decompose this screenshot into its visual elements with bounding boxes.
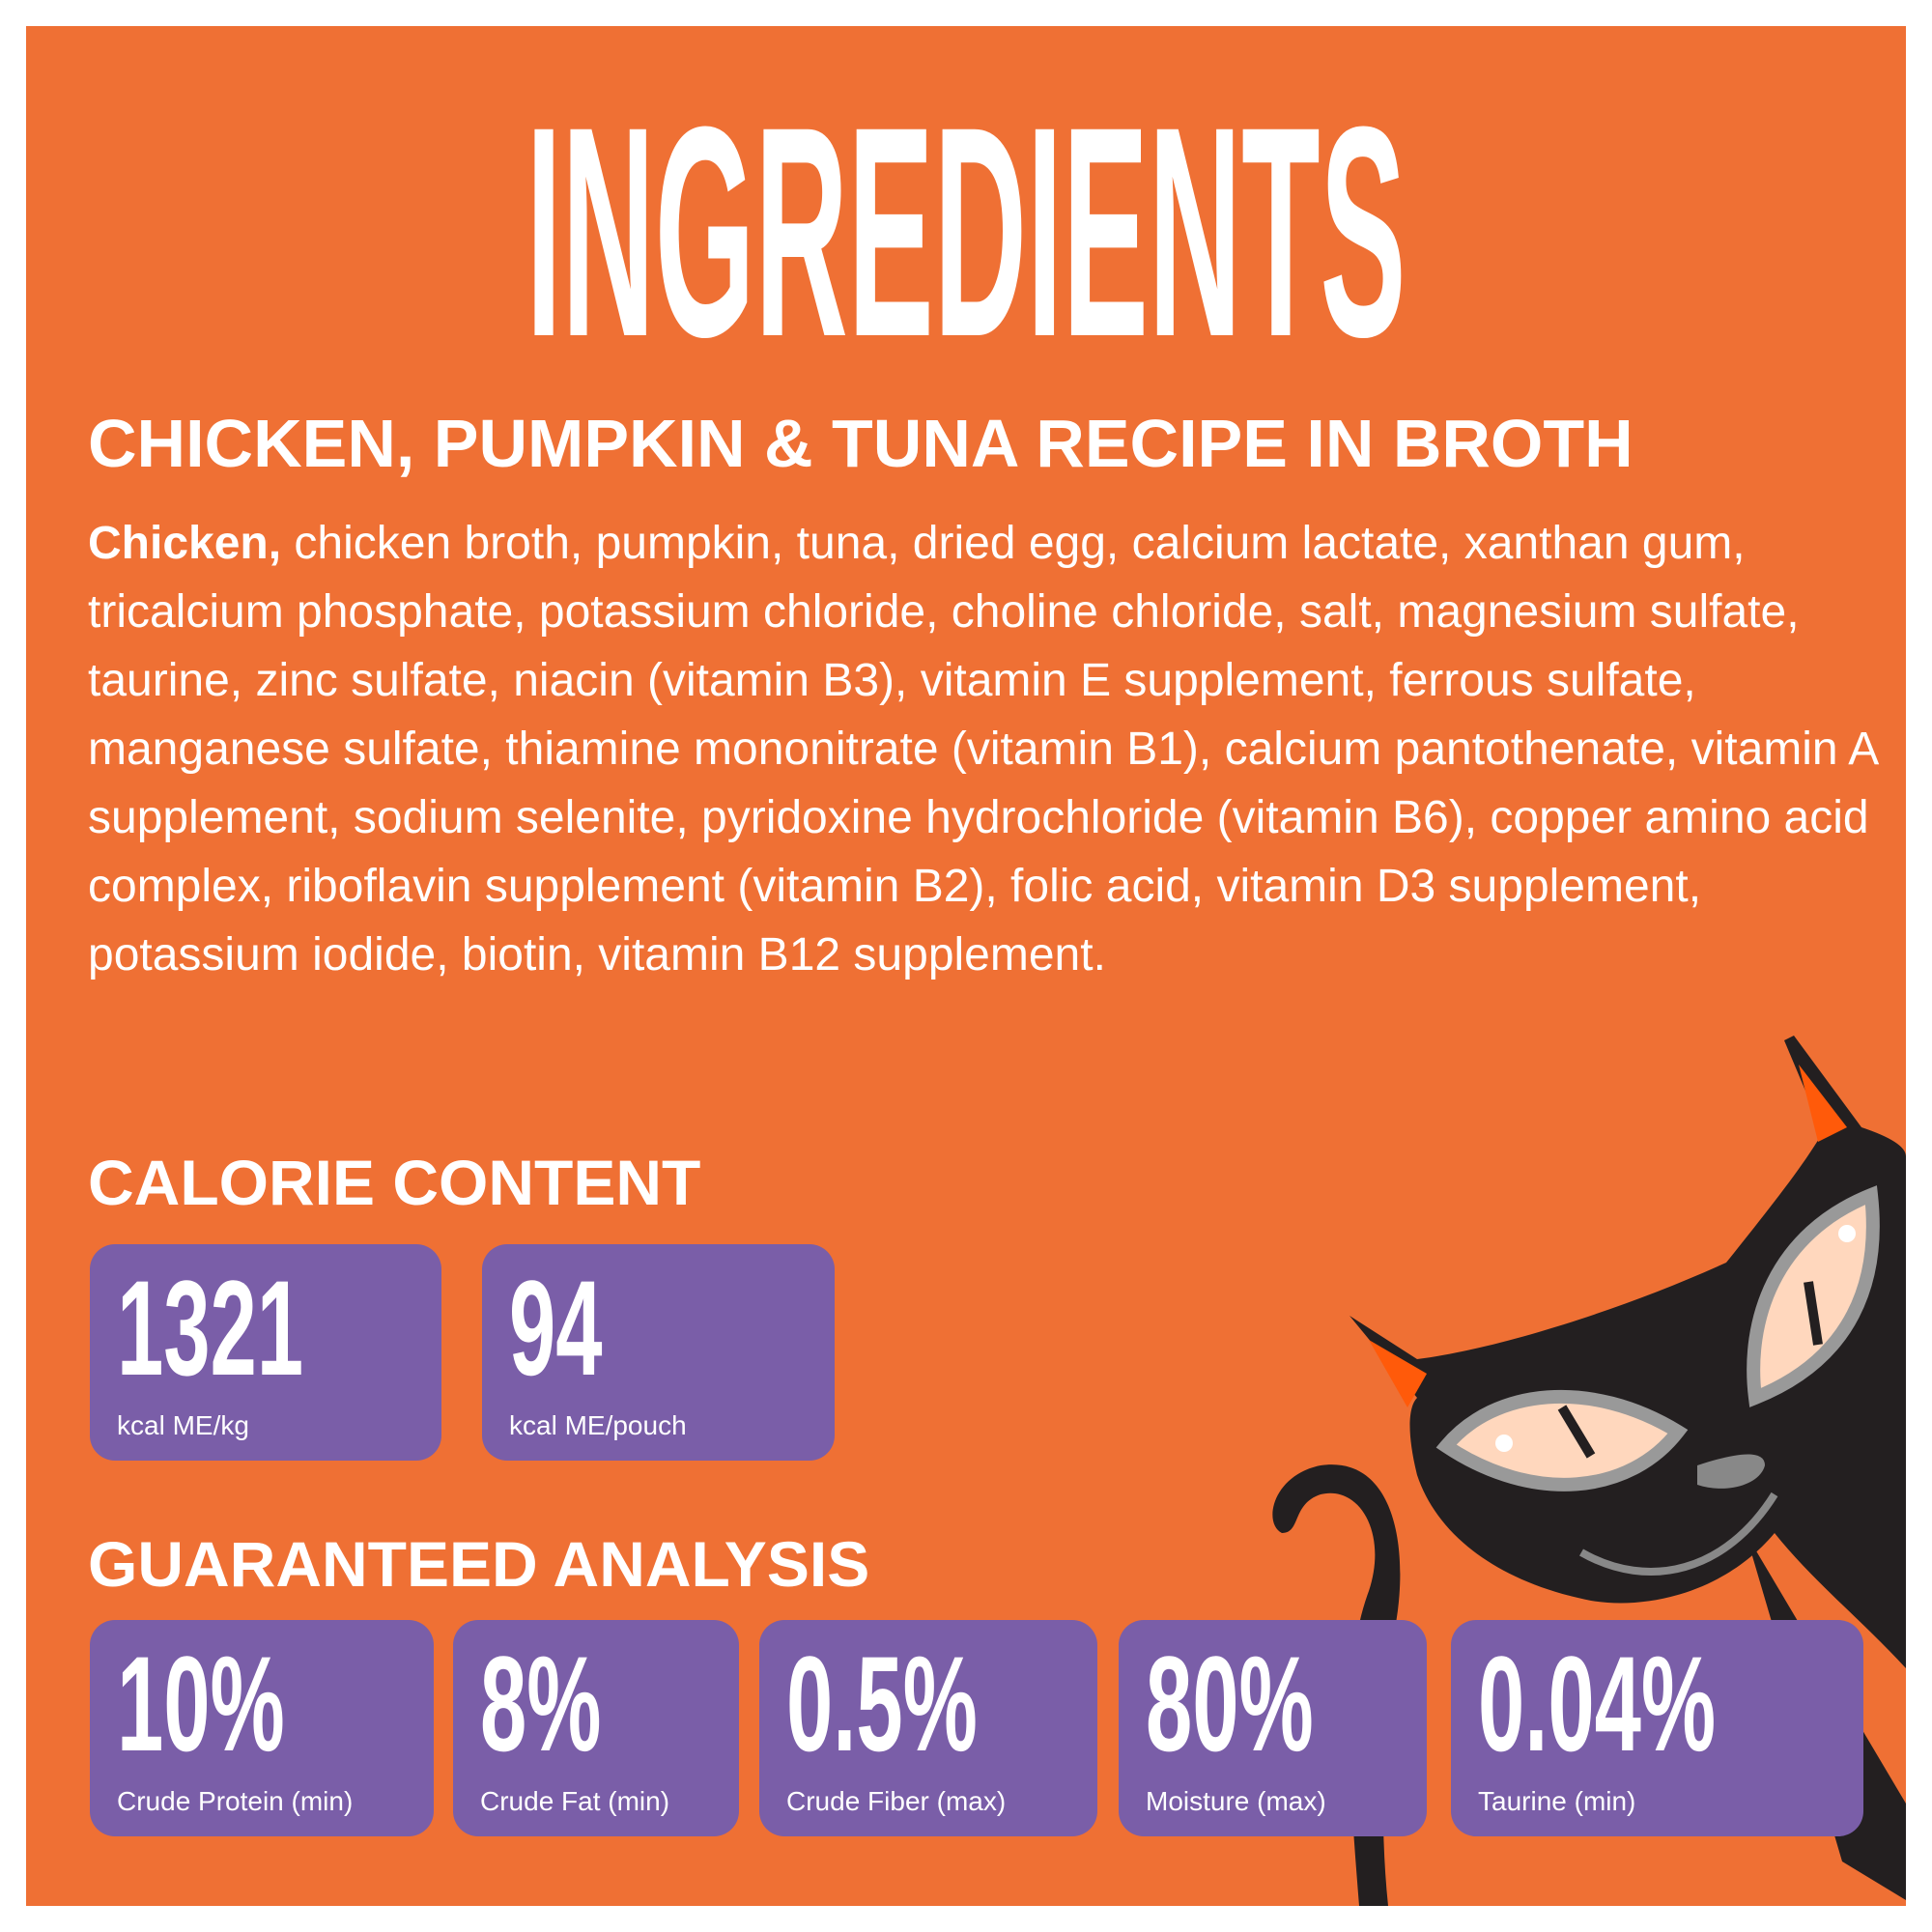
calorie-box: 1321 kcal ME/kg bbox=[90, 1244, 441, 1461]
analysis-label: Taurine (min) bbox=[1478, 1786, 1636, 1816]
ingredients-panel: INGREDIENTS CHICKEN, PUMPKIN & TUNA RECI… bbox=[26, 26, 1906, 1906]
analysis-box: 0.5% Crude Fiber (max) bbox=[759, 1620, 1097, 1836]
analysis-label: Crude Fat (min) bbox=[480, 1786, 670, 1816]
analysis-box: 10% Crude Protein (min) bbox=[90, 1620, 434, 1836]
analysis-heading: GUARANTEED ANALYSIS bbox=[88, 1528, 870, 1600]
analysis-label: Crude Fiber (max) bbox=[786, 1786, 1007, 1816]
analysis-box: 0.04% Taurine (min) bbox=[1451, 1620, 1863, 1836]
analysis-box: 8% Crude Fat (min) bbox=[453, 1620, 739, 1836]
analysis-label: Moisture (max) bbox=[1146, 1786, 1326, 1816]
analysis-value: 0.5% bbox=[786, 1628, 978, 1779]
calorie-value: 94 bbox=[509, 1252, 603, 1404]
analysis-box: 80% Moisture (max) bbox=[1119, 1620, 1427, 1836]
analysis-label: Crude Protein (min) bbox=[117, 1786, 354, 1816]
ingredients-list: Chicken, chicken broth, pumpkin, tuna, d… bbox=[88, 509, 1885, 989]
calorie-value: 1321 bbox=[117, 1252, 304, 1404]
black-cat-icon bbox=[1272, 1036, 1906, 1906]
page-title: INGREDIENTS bbox=[526, 64, 1406, 399]
calorie-label: kcal ME/pouch bbox=[509, 1410, 687, 1440]
ingredients-rest: chicken broth, pumpkin, tuna, dried egg,… bbox=[88, 518, 1877, 980]
calorie-label: kcal ME/kg bbox=[117, 1410, 249, 1440]
calorie-heading: CALORIE CONTENT bbox=[88, 1147, 701, 1218]
analysis-value: 8% bbox=[480, 1628, 602, 1779]
analysis-value: 10% bbox=[117, 1628, 285, 1779]
analysis-value: 80% bbox=[1146, 1628, 1314, 1779]
analysis-value: 0.04% bbox=[1478, 1628, 1717, 1779]
first-ingredient: Chicken, bbox=[88, 518, 282, 569]
calorie-box: 94 kcal ME/pouch bbox=[482, 1244, 835, 1461]
recipe-subtitle: CHICKEN, PUMPKIN & TUNA RECIPE IN BROTH bbox=[88, 406, 1634, 481]
